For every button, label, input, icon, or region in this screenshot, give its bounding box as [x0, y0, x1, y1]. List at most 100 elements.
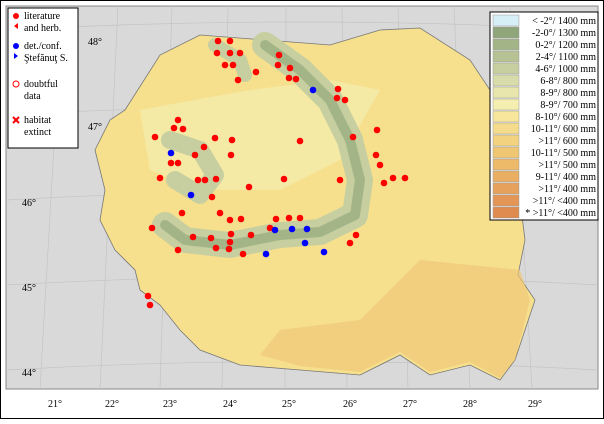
- legend-symbol: [12, 80, 20, 88]
- longitude-label: 29°: [528, 399, 542, 410]
- record-dot: [200, 143, 208, 151]
- record-dot: [236, 49, 244, 57]
- climate-swatch: [492, 158, 520, 171]
- confirmed-dot: [309, 86, 317, 94]
- record-dot: [341, 96, 349, 104]
- record-dot: [275, 51, 283, 59]
- record-dot: [151, 133, 159, 141]
- latitude-label: 45°: [22, 283, 36, 294]
- climate-label: 8-10°/ 600 mm: [535, 112, 596, 123]
- confirmed-dot: [167, 149, 175, 157]
- lowland: [260, 260, 530, 378]
- record-dot: [178, 209, 186, 217]
- record-dot: [227, 230, 235, 238]
- record-dot: [226, 49, 234, 57]
- record-dot: [389, 174, 397, 182]
- record-dot: [280, 175, 288, 183]
- climate-label: 2-4°/ 1100 mm: [536, 52, 597, 63]
- climate-label: 10-11°/ 600 mm: [531, 124, 597, 135]
- record-dot: [167, 159, 175, 167]
- longitude-label: 26°: [343, 399, 357, 410]
- legend-label: and herb.: [24, 23, 61, 34]
- record-dot: [194, 176, 202, 184]
- record-dot: [234, 76, 242, 84]
- record-dot: [212, 244, 220, 252]
- legend-label: Ştefănuţ S.: [24, 53, 68, 64]
- climate-label: 6-8°/ 800 mm: [540, 76, 596, 87]
- climate-label: >11°/ 600 mm: [538, 136, 596, 147]
- legend-label: doubtful: [24, 79, 58, 90]
- climate-swatch: [492, 38, 520, 51]
- climate-swatch: [492, 14, 520, 27]
- record-dot: [380, 179, 388, 187]
- climate-swatch: [492, 194, 520, 207]
- legend-symbol: [14, 53, 18, 59]
- confirmed-dot: [301, 239, 309, 247]
- record-dot: [401, 174, 409, 182]
- mountains: [152, 32, 373, 258]
- climate-swatch: [492, 62, 520, 75]
- record-dot: [373, 126, 381, 134]
- climate-swatch: [492, 74, 520, 87]
- legend-label: habitat: [24, 115, 51, 126]
- climate-label: 4-6°/ 1000 mm: [535, 64, 596, 75]
- legend-symbol: [14, 23, 18, 29]
- record-dot: [189, 233, 197, 241]
- record-dot: [296, 137, 304, 145]
- climate-label: >11°/ 500 mm: [538, 160, 596, 171]
- record-dot: [296, 214, 304, 222]
- record-dot: [226, 216, 234, 224]
- record-dot: [148, 224, 156, 232]
- climate-label: 0-2°/ 1200 mm: [535, 40, 596, 51]
- record-dot: [286, 64, 294, 72]
- climate-swatch: [492, 110, 520, 123]
- record-dot: [226, 238, 234, 246]
- legend-symbol: [13, 13, 19, 19]
- record-dot: [216, 209, 224, 217]
- record-dot: [226, 37, 234, 45]
- record-dot: [228, 136, 236, 144]
- longitude-label: 28°: [463, 399, 477, 410]
- climate-swatch: [492, 98, 520, 111]
- record-dot: [292, 75, 300, 83]
- record-dot: [170, 124, 178, 132]
- record-dot: [274, 61, 282, 69]
- record-dot: [376, 161, 384, 169]
- legend-box: [7, 7, 79, 149]
- legend-symbol: [12, 116, 20, 124]
- record-dot: [266, 224, 274, 232]
- climate-label: * >11°/ <400 mm: [525, 208, 596, 219]
- climate-swatch: [492, 182, 520, 195]
- longitude-label: 27°: [403, 399, 417, 410]
- climate-swatch: [492, 206, 520, 219]
- climate-label: 9-11°/ 400 mm: [536, 172, 597, 183]
- confirmed-dot: [288, 225, 296, 233]
- confirmed-dot: [262, 250, 270, 258]
- longitude-label: 23°: [163, 399, 177, 410]
- climate-swatch: [492, 122, 520, 135]
- record-dot: [352, 231, 360, 239]
- record-dot: [346, 239, 354, 247]
- climate-label: -2-0°/ 1300 mm: [532, 28, 596, 39]
- record-dot: [285, 74, 293, 82]
- latitude-label: 44°: [22, 368, 36, 379]
- longitude-label: 21°: [48, 399, 62, 410]
- record-dot: [272, 215, 280, 223]
- record-dot: [221, 61, 229, 69]
- record-dot: [225, 245, 233, 253]
- record-dot: [156, 174, 164, 182]
- record-dot: [227, 151, 235, 159]
- record-dot: [333, 94, 341, 102]
- record-dot: [334, 85, 342, 93]
- record-dot: [174, 246, 182, 254]
- record-dot: [174, 116, 182, 124]
- record-dot: [144, 292, 152, 300]
- record-dot: [229, 61, 237, 69]
- climate-swatch: [492, 26, 520, 39]
- climate-swatch: [492, 170, 520, 183]
- longitude-label: 22°: [105, 399, 119, 410]
- climate-label: 8-9°/ 700 mm: [540, 100, 596, 111]
- record-dot: [252, 68, 260, 76]
- record-dot: [179, 125, 187, 133]
